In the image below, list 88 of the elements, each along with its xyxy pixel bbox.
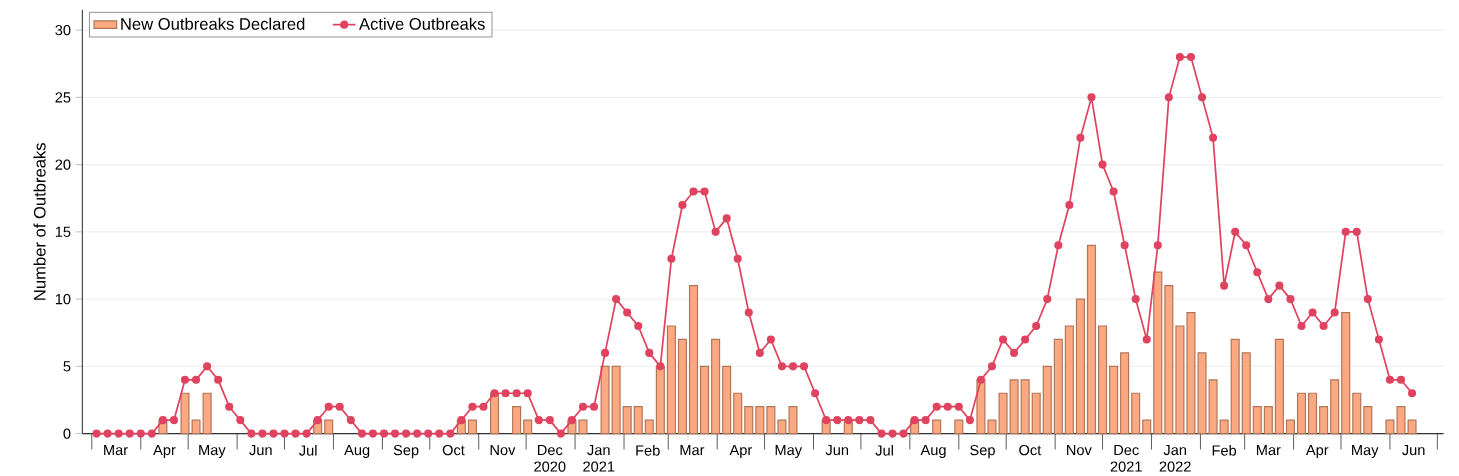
bar: [1097, 325, 1108, 435]
y-tick-label: 5: [63, 361, 71, 372]
bar: [1252, 406, 1262, 435]
bar: [1352, 392, 1362, 435]
bar: [1042, 365, 1052, 435]
bar: [1064, 325, 1074, 435]
bar: [700, 365, 710, 435]
bar: [1142, 419, 1152, 435]
y-tick-label: 25: [55, 92, 71, 103]
x-tick-label: Apr: [1305, 444, 1329, 458]
x-tick-label: Jul: [875, 444, 893, 456]
legend-label: Active Outbreaks: [359, 17, 485, 30]
bar: [1274, 338, 1284, 435]
x-tick-label: Jan 2021: [583, 444, 615, 472]
bar: [1296, 392, 1307, 435]
bar: [611, 365, 621, 435]
x-tick-label: Nov: [1067, 444, 1092, 456]
bar: [1086, 244, 1097, 435]
bar: [1341, 311, 1351, 435]
bar: [1308, 392, 1318, 435]
x-tick-label: Mar: [1256, 444, 1281, 456]
bar: [1075, 298, 1085, 435]
x-tick-label: Oct: [442, 444, 465, 456]
bar: [1153, 271, 1163, 435]
x-tick-label: Mar: [680, 444, 705, 456]
bar: [1241, 352, 1251, 435]
bar: [1109, 365, 1119, 435]
bar: [1285, 419, 1295, 435]
x-tick-label: Apr: [153, 444, 176, 458]
bar: [600, 365, 610, 435]
bar: [512, 406, 522, 435]
y-axis-title: Number of Outbreaks: [33, 142, 46, 300]
x-tick-label: Sep: [970, 444, 995, 459]
bar: [1031, 392, 1041, 435]
x-tick-label: Feb: [636, 444, 660, 456]
bar: [523, 419, 533, 435]
x-tick-label: Dec 2020: [534, 444, 566, 472]
x-tick-label: Apr: [729, 444, 753, 458]
x-tick-label: Jan 2022: [1159, 444, 1191, 472]
bar: [644, 419, 654, 435]
bar: [1219, 419, 1229, 435]
x-tick-label: Mar: [104, 444, 128, 456]
bar: [755, 406, 765, 435]
bar: [1319, 406, 1329, 435]
bar: [1330, 379, 1340, 435]
x-tick-label: May: [775, 444, 803, 458]
x-tick-label: Jun: [249, 444, 272, 456]
bar: [711, 338, 721, 435]
legend-label: New Outbreaks Declared: [121, 17, 305, 30]
bar: [1164, 284, 1174, 435]
bar: [622, 406, 632, 435]
x-tick-label: Nov: [490, 444, 516, 456]
bar: [1020, 379, 1030, 435]
bar: [688, 284, 699, 435]
bar: [744, 406, 754, 435]
bar: [677, 338, 687, 435]
x-tick-label: Jul: [299, 444, 317, 456]
bar: [954, 419, 964, 435]
bar: [733, 392, 743, 435]
x-tick-label: Jun: [1402, 444, 1425, 456]
y-tick-label: 10: [55, 293, 71, 305]
x-tick-label: Feb: [1212, 444, 1237, 456]
x-tick-label: May: [1352, 444, 1379, 458]
bar: [666, 325, 676, 435]
bar: [467, 419, 477, 435]
x-tick-label: Jun: [825, 444, 849, 456]
bar: [324, 419, 334, 435]
bar: [1363, 406, 1373, 435]
bar: [1131, 392, 1141, 435]
bar: [1230, 338, 1240, 435]
y-tick-label: 15: [55, 226, 71, 237]
x-tick-label: Aug: [344, 444, 370, 458]
x-tick-label: Sep: [393, 444, 419, 459]
x-tick-label: Aug: [920, 444, 946, 458]
bar: [722, 365, 732, 435]
bar: [633, 406, 643, 435]
x-tick-label: Dec 2021: [1110, 444, 1142, 472]
x-tick-label: May: [199, 444, 226, 458]
y-tick-label: 30: [55, 24, 71, 36]
bar: [1053, 338, 1063, 435]
bar: [1120, 352, 1130, 435]
bar: [766, 406, 776, 435]
y-tick-label: 20: [55, 159, 71, 170]
y-tick-label: 0: [63, 428, 71, 439]
bar: [202, 392, 212, 435]
bar: [1263, 406, 1273, 435]
x-tick-label: Oct: [1019, 444, 1042, 456]
bar: [932, 419, 942, 435]
